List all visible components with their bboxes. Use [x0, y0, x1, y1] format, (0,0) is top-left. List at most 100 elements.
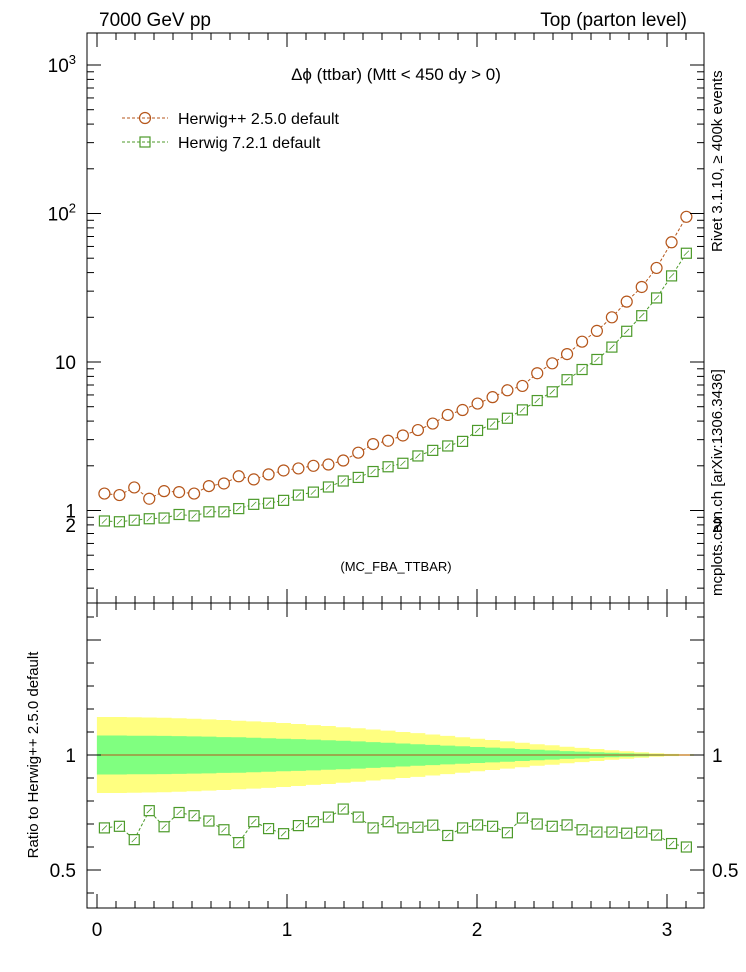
herwig7-point-mark — [280, 497, 287, 504]
ratio-herwig7-point-mark — [250, 818, 257, 825]
herwigpp-point — [531, 367, 544, 380]
herwigpp-point — [113, 488, 126, 502]
herwig7-point-mark — [594, 356, 600, 363]
rivet-label: Rivet 3.1.10, ≥ 400k events — [709, 70, 726, 252]
ratio-herwig7-point-mark — [325, 814, 332, 820]
ratio-herwig7-line — [104, 808, 687, 848]
ratio-herwig7-point-mark — [668, 840, 675, 847]
herwig7-point-mark — [668, 273, 675, 279]
ratio-herwig7-point-mark — [295, 822, 302, 829]
herwigpp-point — [337, 454, 350, 467]
herwigpp-point — [128, 481, 141, 494]
herwig7-point-mark — [265, 500, 272, 506]
ratio-herwig7-point-mark — [564, 822, 570, 828]
ratio-herwig7-point-mark — [519, 815, 526, 821]
herwigpp-point — [441, 408, 454, 422]
ratio-herwig7-point-mark — [534, 821, 541, 827]
herwig7-point-mark — [370, 468, 376, 475]
herwigpp-point — [590, 324, 603, 337]
ratio-herwig7-point-mark — [415, 824, 421, 831]
ratio-herwig7-point-mark — [146, 807, 153, 814]
herwigpp-point — [98, 487, 111, 500]
ratio-ytick-label-right: 2 — [712, 516, 723, 537]
xtick-label: 2 — [472, 920, 483, 941]
herwig7-point-mark — [519, 407, 526, 413]
herwig7-point-mark — [295, 492, 302, 498]
herwig7-point-mark — [355, 474, 362, 481]
herwig7-line — [104, 252, 687, 523]
herwigpp-point — [277, 464, 290, 477]
herwigpp-point — [202, 479, 216, 493]
herwig7-point-mark — [340, 478, 347, 484]
herwig7-point-mark — [191, 513, 197, 519]
herwigpp-point — [426, 417, 439, 430]
herwig7-point-mark — [385, 463, 391, 470]
herwig7-point-mark — [579, 366, 585, 373]
herwig7-point-mark — [564, 376, 570, 383]
herwig7-point-mark — [101, 518, 108, 524]
ratio-herwig7-point-mark — [653, 832, 660, 838]
xtick-label: 0 — [92, 920, 103, 941]
ratio-herwig7-point-mark — [683, 844, 690, 850]
herwigpp-point — [680, 210, 693, 223]
herwigpp-point — [396, 429, 409, 442]
ratio-herwig7-point-mark — [280, 830, 287, 837]
herwig7-point-mark — [683, 250, 690, 257]
herwig7-point-mark — [474, 427, 481, 434]
herwigpp-point — [172, 486, 186, 499]
herwigpp-point — [635, 280, 648, 294]
herwigpp-point — [187, 487, 201, 500]
herwigpp-point — [575, 335, 589, 348]
ratio-ytick-label-right: 0.5 — [712, 861, 738, 882]
legend-label-herwig7: Herwig 7.2.1 default — [178, 135, 321, 152]
ratio-herwig7-point-mark — [474, 822, 481, 828]
ratio-herwig7-point-mark — [131, 836, 138, 843]
herwigpp-point — [232, 470, 245, 483]
herwigpp-point — [352, 446, 365, 459]
herwigpp-point — [217, 477, 231, 490]
herwig7-point-mark — [429, 447, 436, 454]
herwigpp-point — [292, 462, 305, 475]
herwigpp-point — [560, 348, 574, 361]
herwigpp-point — [605, 311, 619, 324]
ratio-ytick-label-left: 2 — [65, 516, 76, 537]
main-ytick-label: 103 — [48, 52, 76, 77]
herwigpp-point — [322, 458, 335, 471]
ratio-herwig7-point-mark — [459, 825, 466, 831]
xtick-label: 1 — [282, 920, 293, 941]
ratio-herwig7-point-mark — [340, 806, 347, 812]
herwigpp-point — [262, 468, 275, 481]
herwig7-point-mark — [638, 312, 645, 319]
ratio-series-layer — [96, 717, 694, 853]
main-ytick-label: 1 — [65, 502, 76, 523]
herwigpp-point — [665, 236, 678, 249]
herwig7-point-mark — [116, 518, 123, 525]
ratio-herwig7-point-mark — [385, 818, 391, 825]
ratio-herwig7-point-mark — [623, 830, 630, 836]
watermark: (MC_FBA_TTBAR) — [340, 559, 451, 574]
herwig7-point-mark — [534, 397, 541, 404]
ratio-herwig7-point-mark — [504, 829, 511, 836]
legend-entry-herwigpp: Herwig++ 2.5.0 default — [122, 111, 340, 128]
main-ytick-label: 102 — [48, 201, 76, 226]
herwig7-point-mark — [325, 484, 332, 490]
ratio-herwig7-point-mark — [310, 818, 317, 825]
xtick-label: 3 — [662, 920, 673, 941]
ratio-herwig7-point-mark — [429, 822, 436, 828]
ratio-herwig7-point-mark — [549, 823, 556, 830]
header-left: 7000 GeV pp — [99, 10, 211, 31]
herwigpp-point — [546, 357, 559, 370]
herwig7-point-mark — [221, 509, 227, 515]
main-ytick-label: 10 — [55, 353, 76, 374]
herwig7-point-mark — [235, 505, 242, 512]
herwig7-point-mark — [310, 489, 317, 495]
herwig7-point-mark — [131, 517, 138, 524]
header-right: Top (parton level) — [540, 10, 687, 31]
legend-entry-herwig7: Herwig 7.2.1 default — [122, 135, 321, 152]
legend-marker-herwig7 — [139, 136, 151, 148]
ratio-herwig7-point-mark — [638, 829, 645, 835]
ratio-herwig7-point-mark — [579, 826, 585, 833]
legend-marker-herwigpp — [138, 111, 152, 125]
